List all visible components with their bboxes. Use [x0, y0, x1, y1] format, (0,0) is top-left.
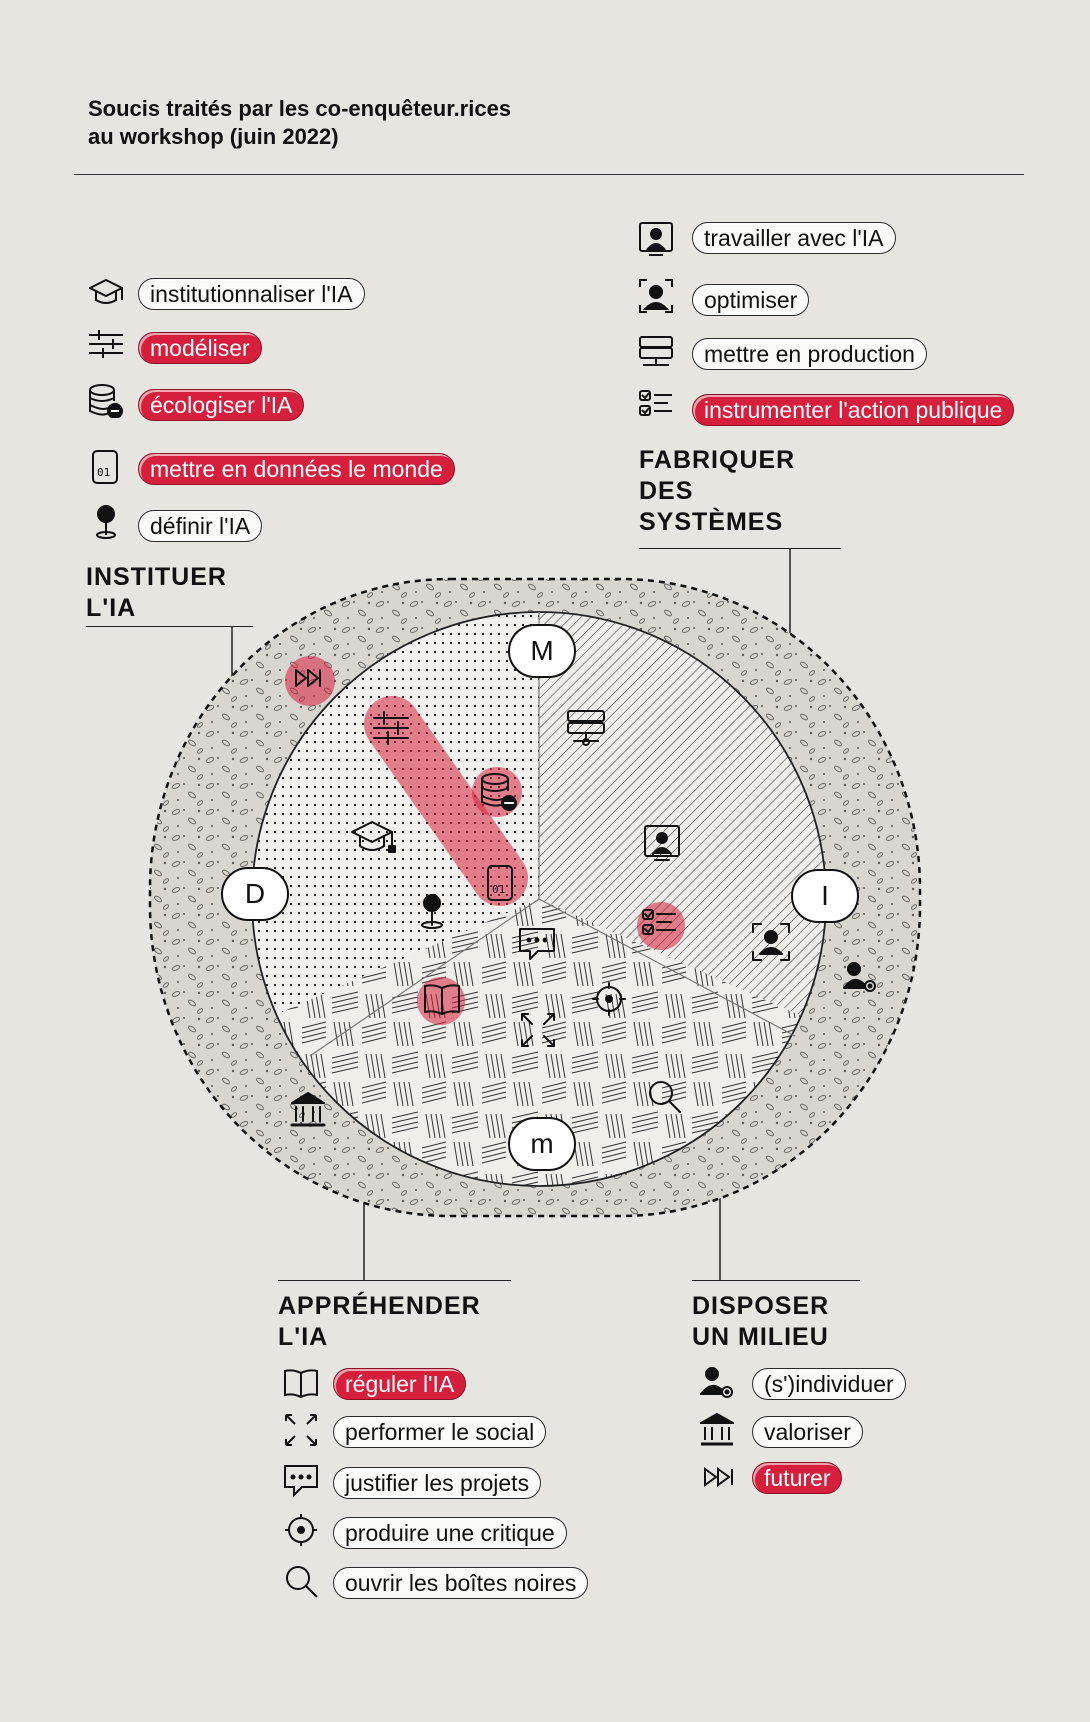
concern-valoriser: valoriser [752, 1416, 863, 1448]
magnifier-icon [649, 1081, 681, 1113]
concern-performer: performer le social [333, 1416, 547, 1448]
chat-bubble-icon [284, 1463, 318, 1497]
node-left: D [221, 867, 289, 921]
group-title-apprehender: APPRÉHENDER L'IA [278, 1291, 481, 1353]
concern-definir: définir l'IA [138, 510, 263, 542]
map-pin-icon [421, 894, 443, 929]
concern-critique: produire une critique [333, 1517, 567, 1549]
map-pin-icon [89, 505, 123, 539]
book-icon [424, 984, 460, 1015]
group-title-line: FABRIQUER [639, 446, 796, 474]
database-minus-icon [89, 384, 123, 418]
fast-forward-icon [295, 669, 321, 687]
node-bottom: m [508, 1117, 576, 1171]
concern-individuer: (s')individuer [752, 1368, 906, 1400]
checklist-icon [642, 909, 676, 935]
concern-boites: ouvrir les boîtes noires [333, 1567, 589, 1599]
concern-mettre-en-donnees: mettre en données le monde [138, 453, 455, 485]
user-focus-icon [639, 279, 673, 313]
group-title-line: INSTITUER [86, 563, 227, 591]
group-underline [86, 626, 253, 627]
user-screen-icon [644, 825, 680, 861]
title-divider [74, 174, 1024, 175]
concern-travailler: travailler avec l'IA [692, 222, 896, 254]
sliders-icon [373, 711, 409, 745]
graduation-cap-icon [351, 821, 396, 853]
group-title-line: UN MILIEU [692, 1323, 829, 1351]
group-underline [692, 1280, 860, 1281]
sliders-icon [89, 327, 123, 361]
group-title-line: L'IA [278, 1323, 329, 1351]
database-minus-icon [481, 773, 517, 811]
concern-instrumenter: instrumenter l'action publique [692, 394, 1015, 426]
server-icon [639, 335, 673, 369]
group-title-line: DES [639, 477, 694, 505]
group-underline [639, 548, 841, 549]
svg-text:01: 01 [97, 466, 110, 479]
concern-ecologiser: écologiser l'IA [138, 389, 305, 421]
concern-justifier: justifier les projets [333, 1467, 542, 1499]
node-top: M [508, 624, 576, 678]
graduation-cap-icon [89, 276, 123, 310]
title-line-2: au workshop (juin 2022) [88, 124, 339, 149]
concern-futurer: futurer [752, 1462, 843, 1494]
user-gear-icon [843, 962, 876, 992]
crosshair-icon [592, 982, 626, 1016]
group-title-instituer: INSTITUER L'IA [86, 562, 227, 624]
expand-arrows-icon [521, 1013, 555, 1047]
title-line-1: Soucis traités par les co-enquêteur.rice… [88, 96, 512, 121]
node-right: I [791, 869, 859, 923]
bank-icon [700, 1413, 734, 1447]
server-icon [567, 710, 605, 746]
group-underline [278, 1280, 511, 1281]
fast-forward-icon [704, 1460, 738, 1494]
group-title-line: L'IA [86, 594, 137, 622]
group-title-line: APPRÉHENDER [278, 1292, 481, 1320]
chat-bubble-icon [519, 928, 555, 960]
crosshair-icon [284, 1513, 318, 1547]
expand-arrows-icon [284, 1413, 318, 1447]
binary-file-icon: 01 [487, 865, 513, 901]
group-title-line: SYSTÈMES [639, 508, 784, 536]
book-icon [284, 1366, 318, 1400]
user-screen-icon [639, 222, 673, 256]
user-gear-icon [700, 1366, 734, 1400]
concern-optimiser: optimiser [692, 284, 810, 316]
group-title-line: DISPOSER [692, 1292, 830, 1320]
checklist-icon [639, 388, 673, 422]
group-title-disposer: DISPOSER UN MILIEU [692, 1291, 829, 1353]
concern-reguler: réguler l'IA [333, 1368, 467, 1400]
magnifier-icon [284, 1564, 318, 1598]
bank-icon [290, 1092, 326, 1127]
page-title: Soucis traités par les co-enquêteur.rice… [88, 95, 688, 151]
concern-production: mettre en production [692, 338, 927, 370]
concern-institutionnaliser: institutionnaliser l'IA [138, 278, 365, 310]
binary-file-icon: 01 [89, 450, 123, 484]
svg-text:01: 01 [492, 883, 505, 896]
concern-modeliser: modéliser [138, 332, 262, 364]
user-focus-icon [752, 923, 790, 961]
group-title-fabriquer: FABRIQUER DES SYSTÈMES [639, 445, 795, 538]
